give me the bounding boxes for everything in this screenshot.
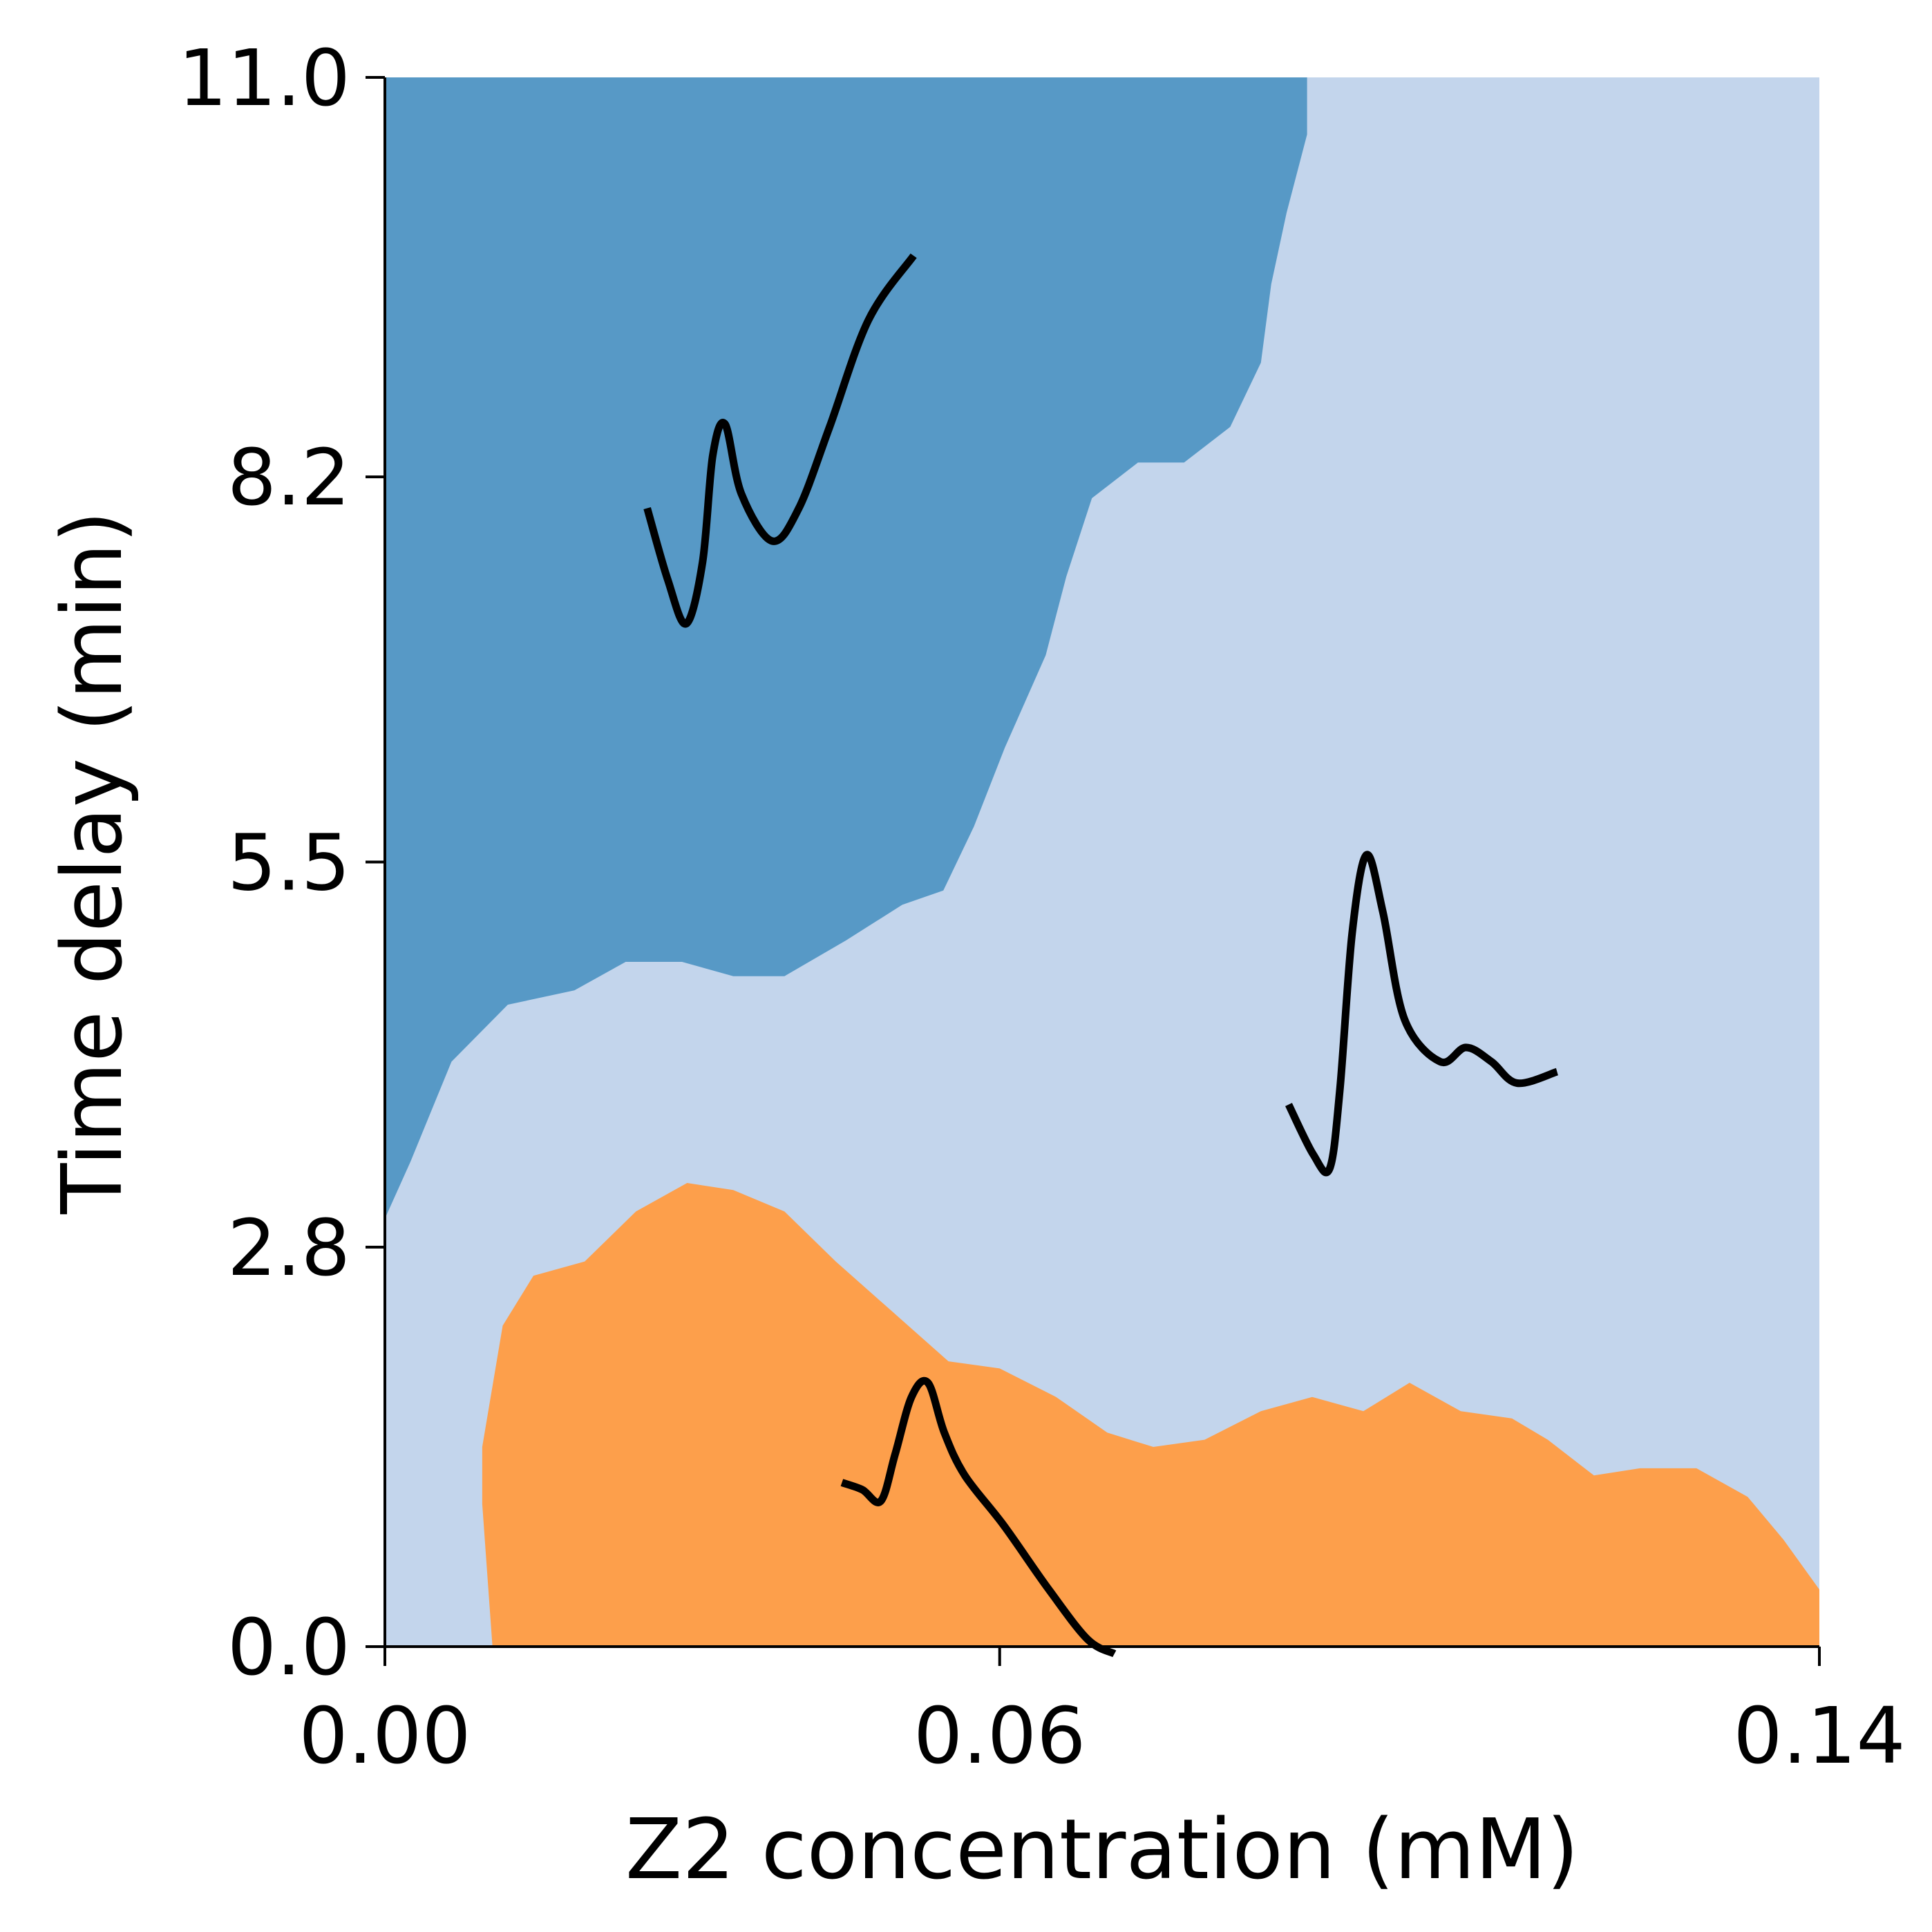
x-tick-label: 0.00	[299, 1692, 471, 1781]
x-tick-label: 0.14	[1733, 1692, 1905, 1781]
y-tick-label: 11.0	[178, 34, 350, 124]
upper-region-waveform	[643, 253, 917, 628]
lower-region-waveform	[840, 1376, 1117, 1658]
y-tick-label: 8.2	[227, 433, 350, 523]
region-lower	[482, 1183, 1819, 1647]
region-upper	[385, 77, 1307, 1219]
middle-region-waveform	[1285, 851, 1559, 1177]
y-axis-label: Time delay (min)	[45, 511, 141, 1215]
y-tick-label: 5.5	[227, 819, 350, 909]
y-tick-label: 0.0	[227, 1603, 350, 1693]
y-tick-label: 2.8	[227, 1204, 350, 1294]
x-tick-label: 0.06	[913, 1692, 1086, 1781]
x-axis-label: Z2 concentration (mM)	[625, 1802, 1579, 1898]
